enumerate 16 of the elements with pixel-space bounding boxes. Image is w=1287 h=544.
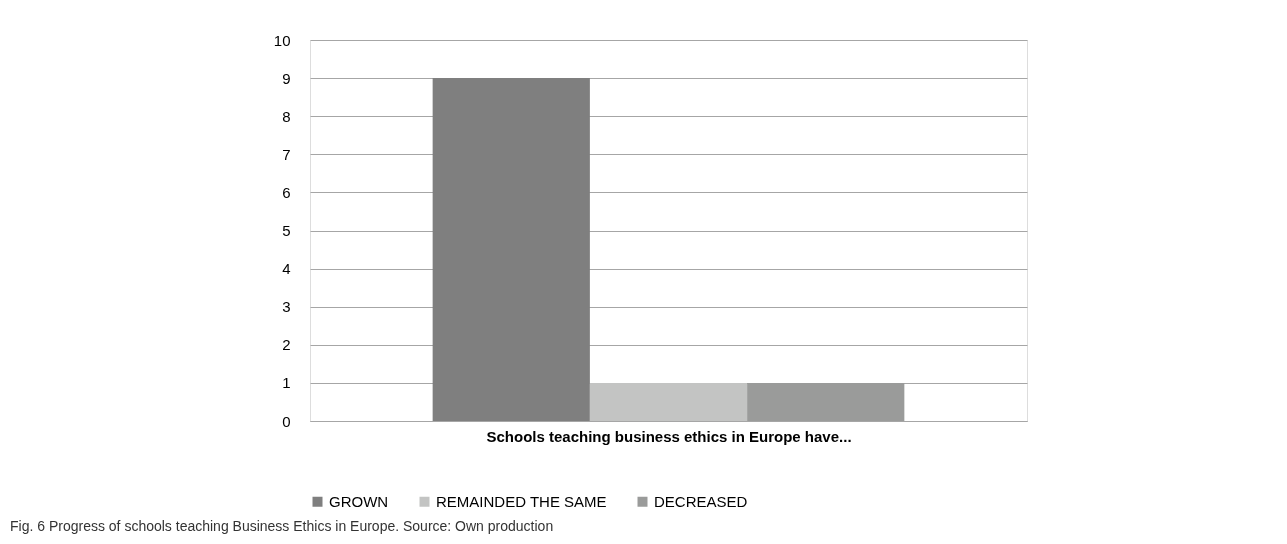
y-tick-label: 7 <box>282 145 291 163</box>
legend-label: DECREASED <box>654 492 748 510</box>
y-tick-label: 8 <box>282 107 291 125</box>
y-tick-label: 4 <box>282 260 291 278</box>
y-tick-label: 0 <box>282 412 291 430</box>
caption: Fig. 6 Progress of schools teaching Business Ethics in Europe. Source: Own production <box>10 518 554 534</box>
legend-label: REMAINDED THE SAME <box>436 492 607 510</box>
y-tick-label: 2 <box>282 336 291 354</box>
x-axis-title: Schools teaching business ethics in Europe have... <box>486 427 852 445</box>
y-tick-label: 6 <box>282 183 291 201</box>
y-tick-label: 1 <box>282 374 291 392</box>
legend-label: GROWN <box>329 492 389 510</box>
y-tick-label: 10 <box>273 31 291 49</box>
y-tick-label: 9 <box>282 69 291 87</box>
y-tick-label: 5 <box>282 222 291 239</box>
y-tick-label: 3 <box>282 298 291 316</box>
